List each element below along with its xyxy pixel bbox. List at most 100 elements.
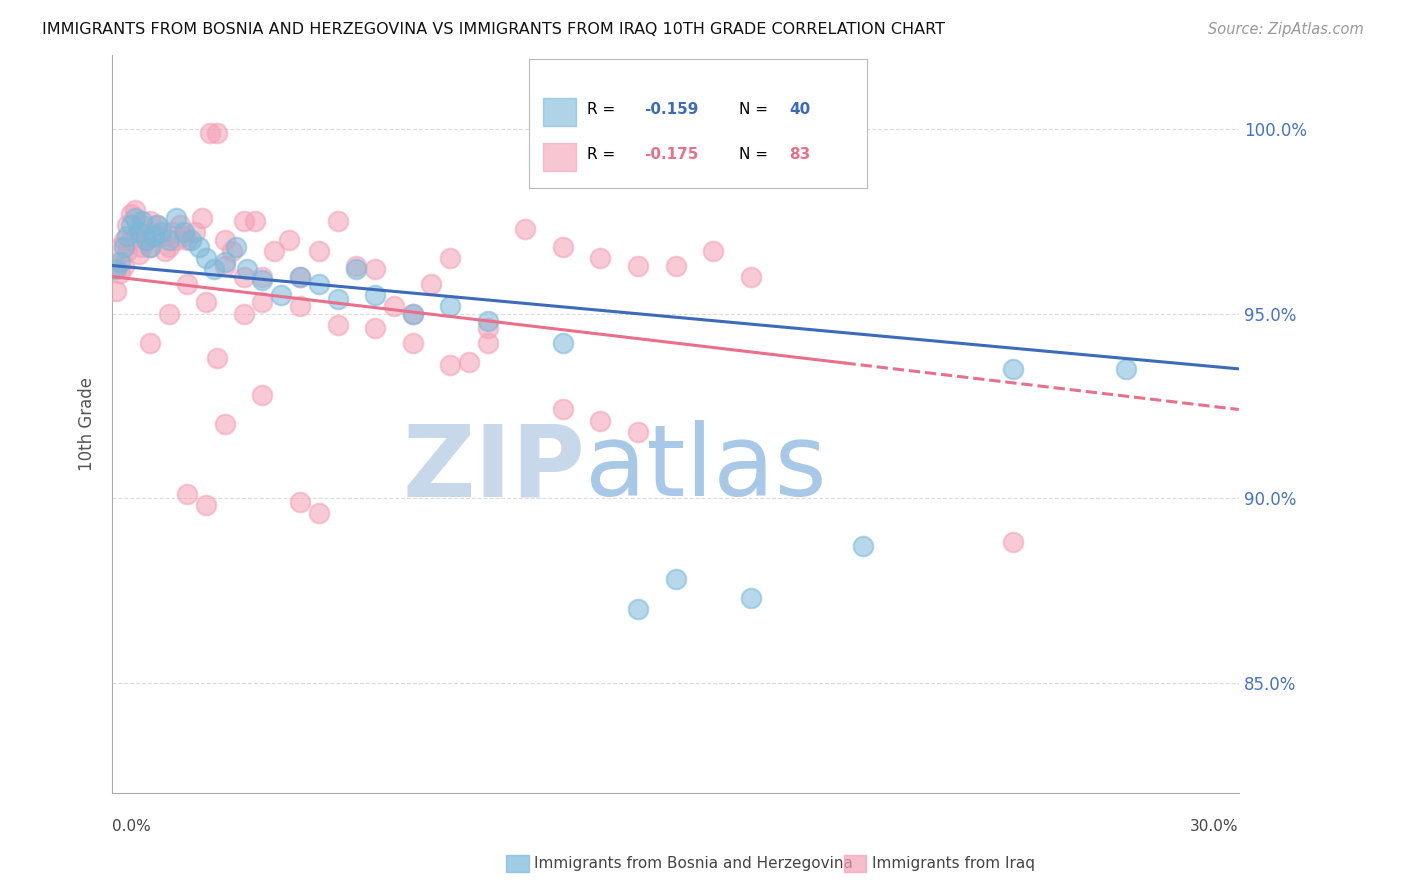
- Point: [180, 233, 202, 247]
- Point: [187, 240, 209, 254]
- Point: [401, 336, 423, 351]
- Point: [420, 277, 443, 291]
- Text: Immigrants from Iraq: Immigrants from Iraq: [872, 856, 1035, 871]
- Point: [326, 214, 349, 228]
- Point: [308, 244, 330, 258]
- Point: [288, 269, 311, 284]
- Point: [232, 306, 254, 320]
- Point: [252, 388, 274, 402]
- Point: [120, 218, 142, 232]
- Point: [551, 336, 574, 351]
- Point: [288, 269, 311, 284]
- Point: [439, 299, 461, 313]
- Point: [108, 255, 131, 269]
- Point: [401, 306, 423, 320]
- Point: [740, 591, 762, 605]
- Point: [221, 244, 243, 258]
- Point: [551, 240, 574, 254]
- Point: [128, 225, 150, 239]
- Point: [165, 233, 187, 247]
- Point: [439, 358, 461, 372]
- Point: [364, 288, 387, 302]
- Point: [191, 211, 214, 225]
- Point: [288, 495, 311, 509]
- Point: [225, 240, 247, 254]
- Point: [382, 299, 405, 313]
- Point: [243, 214, 266, 228]
- Point: [142, 229, 165, 244]
- Point: [198, 126, 221, 140]
- Point: [214, 233, 236, 247]
- Point: [1002, 535, 1025, 549]
- Point: [120, 233, 142, 247]
- Point: [439, 251, 461, 265]
- Point: [627, 259, 650, 273]
- Point: [128, 225, 150, 239]
- Point: [142, 229, 165, 244]
- Point: [740, 269, 762, 284]
- Point: [551, 402, 574, 417]
- Text: 0.0%: 0.0%: [112, 819, 150, 834]
- Point: [117, 244, 139, 258]
- Point: [344, 262, 367, 277]
- Point: [176, 277, 198, 291]
- Point: [232, 269, 254, 284]
- Text: IMMIGRANTS FROM BOSNIA AND HERZEGOVINA VS IMMIGRANTS FROM IRAQ 10TH GRADE CORREL: IMMIGRANTS FROM BOSNIA AND HERZEGOVINA V…: [42, 22, 945, 37]
- Point: [112, 259, 135, 273]
- Point: [112, 233, 135, 247]
- Point: [117, 229, 139, 244]
- Point: [326, 318, 349, 332]
- Point: [308, 506, 330, 520]
- Point: [117, 218, 139, 232]
- Point: [120, 207, 142, 221]
- Point: [263, 244, 285, 258]
- Point: [277, 233, 299, 247]
- Point: [173, 225, 195, 239]
- Point: [627, 602, 650, 616]
- Point: [401, 306, 423, 320]
- Point: [477, 336, 499, 351]
- Point: [664, 572, 686, 586]
- Point: [195, 295, 218, 310]
- Point: [232, 214, 254, 228]
- Point: [157, 306, 180, 320]
- Point: [214, 259, 236, 273]
- Point: [207, 126, 229, 140]
- Point: [128, 247, 150, 261]
- Point: [146, 218, 169, 232]
- Point: [165, 211, 187, 225]
- Point: [131, 214, 153, 228]
- Point: [1002, 362, 1025, 376]
- Point: [252, 273, 274, 287]
- Point: [124, 229, 146, 244]
- Point: [157, 240, 180, 254]
- Point: [131, 218, 153, 232]
- Point: [176, 487, 198, 501]
- Point: [124, 211, 146, 225]
- Point: [157, 233, 180, 247]
- Point: [664, 259, 686, 273]
- Point: [139, 214, 162, 228]
- Point: [135, 233, 157, 247]
- Point: [308, 277, 330, 291]
- Point: [112, 240, 135, 254]
- Point: [364, 262, 387, 277]
- Point: [146, 218, 169, 232]
- Point: [195, 499, 218, 513]
- Point: [173, 229, 195, 244]
- Point: [108, 266, 131, 280]
- Point: [195, 251, 218, 265]
- Point: [252, 295, 274, 310]
- Point: [105, 262, 128, 277]
- Point: [162, 225, 184, 239]
- Point: [627, 425, 650, 439]
- Point: [135, 233, 157, 247]
- Point: [515, 221, 537, 235]
- Point: [477, 314, 499, 328]
- Point: [150, 229, 173, 244]
- Point: [589, 251, 612, 265]
- Point: [288, 299, 311, 313]
- Point: [477, 321, 499, 335]
- Point: [214, 417, 236, 432]
- Point: [139, 336, 162, 351]
